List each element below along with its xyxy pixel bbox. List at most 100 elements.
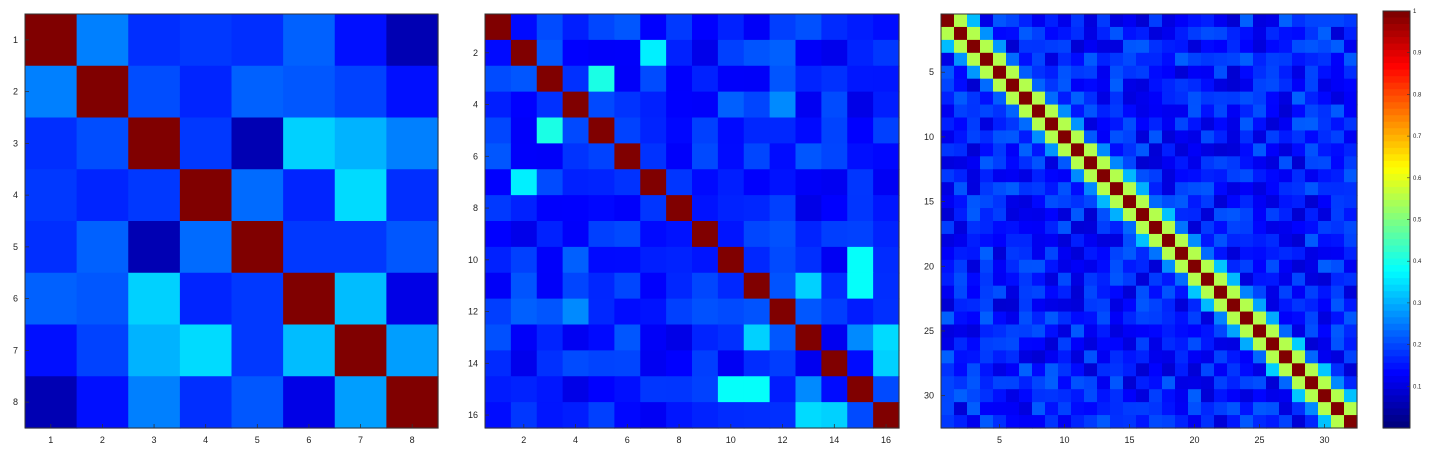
heatmap-cell [485,324,512,351]
heatmap-cell [1227,26,1241,41]
heatmap-cell [1097,156,1111,170]
heatmap-cell [1292,117,1306,132]
heatmap-cell [1201,195,1215,209]
heatmap-cell [1097,233,1111,248]
heatmap-cell [941,65,955,80]
heatmap-cell [1240,350,1254,364]
heatmap-cell [821,65,848,93]
heatmap-cell [1149,246,1163,261]
colorbar-segment [1383,375,1410,383]
heatmap-cell [1084,324,1098,339]
heatmap-cell [1253,156,1267,170]
heatmap-cell [1201,14,1215,28]
heatmap-cell [1162,259,1176,274]
heatmap-cell [717,298,745,326]
heatmap-cell [76,272,129,326]
heatmap-cell [1110,363,1124,377]
heatmap-cell [1019,298,1033,313]
heatmap-cell [1175,298,1189,313]
heatmap-cell [1201,233,1215,248]
heatmap-cell [1331,233,1345,248]
heatmap-cell [941,117,955,132]
heatmap-cell [1266,324,1280,339]
heatmap-cell [1253,350,1267,364]
heatmap-cell [1162,91,1176,106]
heatmap-cell [1253,324,1267,339]
heatmap-cell [993,26,1007,41]
heatmap-cell [1006,104,1020,119]
heatmap-cell [980,233,994,248]
heatmap-cell [1253,195,1267,209]
heatmap-cell [967,169,981,183]
heatmap-cell [1344,65,1358,80]
heatmap-cell [1136,389,1150,403]
colorbar-segment [1383,128,1410,136]
heatmap-cell [614,350,641,377]
heatmap-cell [179,272,233,326]
colorbar-segment [1383,336,1410,344]
heatmap-cell [821,350,848,377]
heatmap-cell [1045,14,1059,28]
heatmap-cell [1006,14,1020,28]
heatmap-cell [873,169,900,196]
heatmap-cell [1175,78,1189,93]
heatmap-cell [769,298,797,326]
heatmap-cell [1214,350,1228,364]
heatmap-cell [1045,221,1059,235]
heatmap-cell [1175,415,1189,429]
heatmap-cell [1227,324,1241,339]
heatmap-cell [614,65,641,93]
heatmap-cell [1084,143,1098,157]
heatmap-cell [1292,91,1306,106]
heatmap-cell [1240,272,1254,287]
colorbar-segment [1383,50,1410,58]
heatmap-cell [769,376,797,403]
heatmap-cell [1032,415,1046,429]
colorbar-tick-label: 1 [1413,9,1417,15]
heatmap-cell [1227,272,1241,287]
heatmap-cell [873,91,900,119]
heatmap-cell [485,169,512,196]
heatmap-cell [1032,156,1046,170]
heatmap-cell [1110,156,1124,170]
heatmap-cell [1266,221,1280,235]
heatmap-cell [1136,208,1150,222]
x-tick-label: 6 [306,435,311,445]
heatmap-cell [1162,14,1176,28]
heatmap-cell [1136,298,1150,313]
heatmap-cell [1149,143,1163,157]
heatmap-cell [1045,208,1059,222]
heatmap-cell [1279,104,1293,119]
heatmap-cell [1045,65,1059,80]
heatmap-cell [1214,233,1228,248]
heatmap-cell [128,272,181,326]
heatmap-cell [1292,169,1306,183]
heatmap-cell [1227,233,1241,248]
colorbar-segment [1383,414,1410,423]
heatmap-cell [1032,233,1046,248]
heatmap-cell [1344,91,1358,106]
heatmap-cell [614,272,641,300]
heatmap-cell [1201,104,1215,119]
heatmap-cell [1227,156,1241,170]
heatmap-cell [993,182,1007,196]
heatmap-cell [1240,246,1254,261]
heatmap-cell [1045,156,1059,170]
colorbar-segment [1383,271,1410,279]
colorbar-segment [1383,232,1410,240]
heatmap-cell [1006,350,1020,364]
heatmap-cell [1279,259,1293,274]
heatmap-cell [1253,337,1267,351]
heatmap-cell [1279,26,1293,41]
heatmap-cell [1266,298,1280,313]
heatmap-cell [386,272,439,326]
heatmap-cell [1279,14,1293,28]
heatmap-cell [993,39,1007,54]
heatmap-cell [536,117,564,144]
heatmap-cell [1227,104,1241,119]
heatmap-cell [1305,324,1319,339]
x-tick-label: 4 [203,435,208,445]
heatmap-cell [231,117,284,170]
heatmap-cell [941,324,955,339]
heatmap-cell [1240,169,1254,183]
